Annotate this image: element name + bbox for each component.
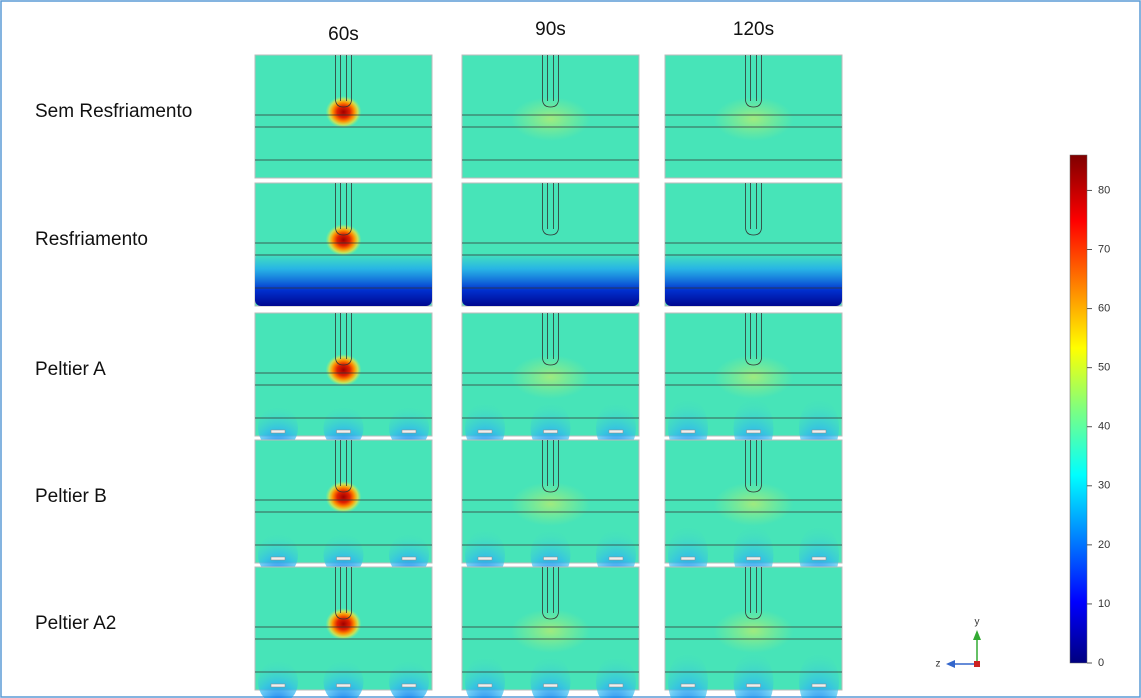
hot-spot [326, 608, 362, 640]
peltier-module [609, 557, 623, 560]
cooling-zone [665, 253, 842, 306]
peltier-module [271, 684, 285, 687]
peltier-module [478, 430, 492, 433]
column-header: 90s [535, 19, 566, 40]
peltier-module [609, 684, 623, 687]
peltier-module [609, 430, 623, 433]
row-label: Peltier B [35, 486, 107, 507]
peltier-module [544, 557, 558, 560]
simulation-panel [255, 55, 432, 178]
simulation-panel [462, 183, 639, 306]
warm-spot [511, 355, 591, 399]
peltier-module [544, 430, 558, 433]
peltier-module [402, 430, 416, 433]
peltier-module [812, 684, 826, 687]
simulation-panel [462, 55, 639, 178]
row-label: Peltier A [35, 359, 106, 380]
peltier-module [271, 430, 285, 433]
peltier-module [681, 557, 695, 560]
simulation-panel [255, 183, 432, 306]
row-label: Sem Resfriamento [35, 101, 192, 122]
colorbar-tick-label: 10 [1098, 598, 1110, 610]
warm-spot [714, 482, 794, 526]
peltier-module [478, 557, 492, 560]
row-label: Resfriamento [35, 229, 148, 250]
peltier-module [402, 684, 416, 687]
colorbar-tick-label: 20 [1098, 539, 1110, 551]
warm-spot [714, 97, 794, 141]
peltier-module [681, 684, 695, 687]
warm-spot [511, 97, 591, 141]
colorbar [1070, 155, 1087, 663]
peltier-module [271, 557, 285, 560]
axis-label: z [936, 659, 941, 670]
simulation-panel [665, 313, 842, 458]
peltier-module [747, 557, 761, 560]
simulation-panel [255, 313, 432, 450]
colorbar-tick-label: 80 [1098, 184, 1110, 196]
peltier-module [812, 430, 826, 433]
hot-spot [326, 96, 362, 128]
row-label: Peltier A2 [35, 613, 116, 634]
colorbar-tick-label: 0 [1098, 657, 1104, 669]
simulation-panel [462, 313, 639, 454]
hot-spot [326, 354, 362, 386]
warm-spot [511, 609, 591, 653]
simulation-panel [462, 440, 639, 581]
peltier-module [402, 557, 416, 560]
peltier-module [337, 684, 351, 687]
cooling-zone [255, 253, 432, 306]
colorbar-tick-label: 30 [1098, 480, 1110, 492]
simulation-panel [665, 183, 842, 306]
colorbar-tick-label: 60 [1098, 302, 1110, 314]
warm-spot [714, 609, 794, 653]
peltier-module [747, 684, 761, 687]
axis-label: y [975, 617, 980, 628]
simulation-panel [255, 567, 432, 698]
peltier-module [544, 684, 558, 687]
hot-spot [326, 481, 362, 513]
peltier-module [337, 430, 351, 433]
warm-spot [714, 355, 794, 399]
peltier-module [747, 430, 761, 433]
simulation-panel [255, 440, 432, 577]
peltier-module [812, 557, 826, 560]
cooling-zone [462, 253, 639, 306]
colorbar-tick-label: 70 [1098, 243, 1110, 255]
simulation-panel [665, 440, 842, 585]
figure: y z 60s 90s 120s Sem Resfriamento Resfriamen… [0, 0, 1141, 698]
hot-spot [326, 224, 362, 256]
peltier-module [478, 684, 492, 687]
simulation-panel [665, 55, 842, 178]
warm-spot [511, 482, 591, 526]
simulation-panel [665, 567, 842, 698]
axis-triad [946, 630, 981, 668]
peltier-module [681, 430, 695, 433]
colorbar-tick-label: 50 [1098, 362, 1110, 374]
peltier-module [337, 557, 351, 560]
column-header: 120s [733, 19, 774, 40]
column-header: 60s [328, 24, 359, 45]
simulation-panel [462, 567, 639, 698]
colorbar-tick-label: 40 [1098, 421, 1110, 433]
